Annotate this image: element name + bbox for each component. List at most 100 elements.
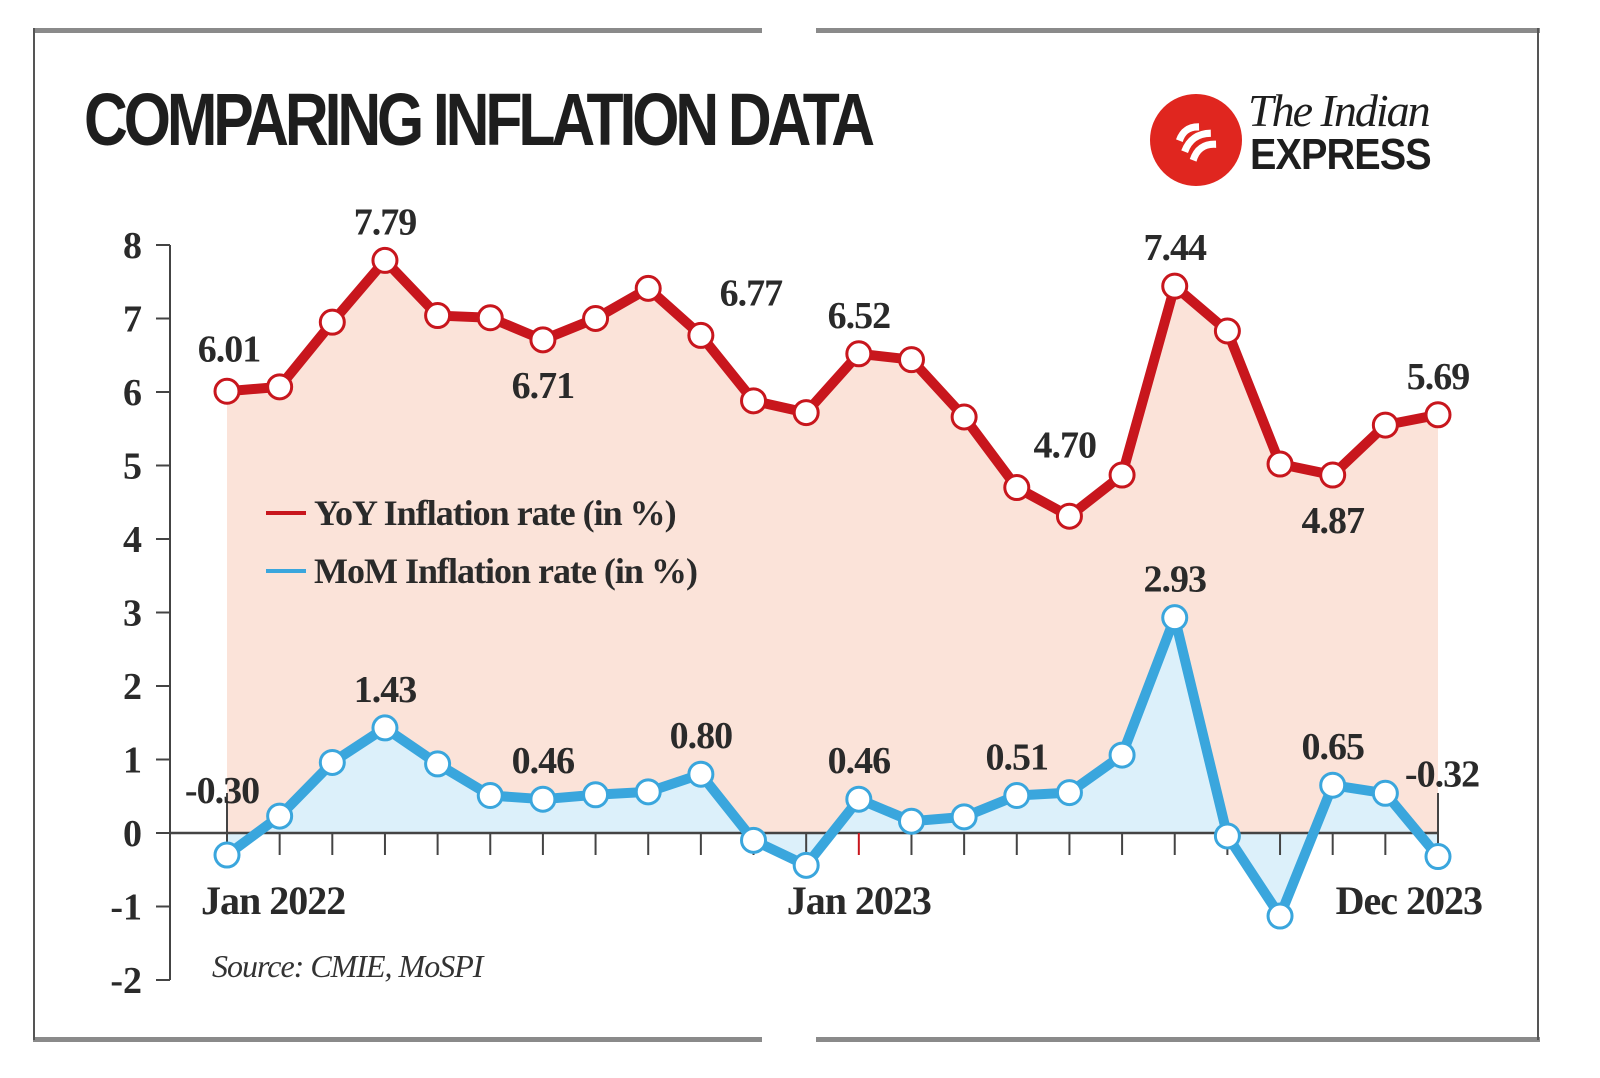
y-tick-label: 0 [123, 813, 142, 855]
legend-label-yoy: YoY Inflation rate (in %) [314, 493, 677, 533]
yoy-point [687, 321, 715, 349]
mom-point [740, 826, 768, 854]
yoy-point [371, 246, 399, 274]
mom-point [371, 714, 399, 742]
logo-stripes-icon [1176, 123, 1217, 162]
brand-logo: The Indian EXPRESS [1150, 85, 1470, 188]
y-tick-label: 5 [123, 446, 142, 488]
label-layer: 6.01 7.79 6.71 6.77 6.52 4.70 7.44 4.87 5.69 -0.3… [185, 201, 1480, 812]
frame-border-top-left [33, 28, 762, 33]
frame-border-right [1537, 28, 1539, 1040]
yoy-point [476, 304, 504, 332]
yoy-point [1003, 474, 1031, 502]
yoy-point [1266, 450, 1294, 478]
yoy-data-label: 6.52 [828, 295, 891, 337]
yoy-data-label: 6.71 [512, 365, 575, 407]
x-tick-label: Jan 2022 [201, 878, 345, 923]
mom-area [227, 617, 1438, 917]
indian-express-logo-icon [1150, 94, 1242, 186]
frame-border-left [33, 28, 35, 1040]
mom-point [1161, 604, 1189, 632]
mom-point [687, 760, 715, 788]
legend-item-mom: MoM Inflation rate (in %) [266, 542, 698, 600]
yoy-point [634, 274, 662, 302]
y-tick-label: 3 [123, 593, 142, 635]
yoy-point [897, 346, 925, 374]
yoy-point [792, 399, 820, 427]
mom-point [897, 807, 925, 835]
yoy-point [1055, 502, 1083, 530]
yoy-point [1213, 317, 1241, 345]
yoy-point [950, 403, 978, 431]
legend-swatch-mom [266, 569, 306, 573]
mom-data-label: -0.30 [185, 770, 259, 812]
yoy-data-label: 7.79 [354, 201, 417, 243]
brand-name-line1: The Indian [1248, 85, 1431, 136]
yoy-point [1319, 461, 1347, 489]
yoy-point [1424, 401, 1452, 429]
yoy-point [1108, 461, 1136, 489]
yoy-data-label: 7.44 [1143, 227, 1207, 269]
mom-data-label: 0.80 [670, 715, 733, 757]
mom-data-label: 1.43 [354, 669, 417, 711]
y-tick-label: -2 [110, 960, 142, 1002]
mom-point [1003, 782, 1031, 810]
frame-border-bottom-left [33, 1037, 762, 1042]
mom-point [1213, 822, 1241, 850]
mom-point [1266, 902, 1294, 930]
mom-point [845, 785, 873, 813]
yoy-data-label: 6.01 [198, 328, 261, 370]
source-note: Source: CMIE, MoSPI [212, 948, 483, 984]
mom-point [266, 802, 294, 830]
yoy-data-label: 4.70 [1034, 425, 1097, 467]
yoy-point [424, 302, 452, 330]
chart-title: COMPARING INFLATION DATA [84, 78, 875, 161]
point-layer [213, 246, 1452, 930]
yoy-area [227, 260, 1438, 833]
yoy-data-label: 4.87 [1301, 500, 1365, 542]
yoy-point [213, 377, 241, 405]
y-tick-label: 1 [123, 740, 142, 782]
y-tick-label: 8 [123, 225, 142, 267]
mom-point [1424, 843, 1452, 871]
mom-point [792, 851, 820, 879]
mom-data-label: 0.51 [986, 737, 1049, 779]
frame-border-top-right [816, 28, 1540, 33]
mom-data-label: 0.65 [1301, 726, 1364, 768]
brand-name-line2: EXPRESS [1250, 130, 1432, 179]
yoy-point [740, 387, 768, 415]
legend-label-mom: MoM Inflation rate (in %) [314, 551, 698, 591]
y-tick-label: 2 [123, 666, 142, 708]
yoy-point [582, 305, 610, 332]
x-tick-label: Jan 2023 [787, 878, 931, 923]
mom-point [1371, 779, 1399, 807]
mom-data-label: -0.32 [1405, 754, 1479, 796]
frame-border-bottom-right [816, 1037, 1540, 1042]
mom-data-label: 0.46 [512, 740, 575, 782]
y-tick-label: -1 [110, 887, 142, 929]
legend-item-yoy: YoY Inflation rate (in %) [266, 484, 697, 542]
mom-point [634, 778, 662, 806]
mom-point [1055, 779, 1083, 807]
yoy-data-label: 6.77 [720, 272, 784, 314]
yoy-point [1371, 411, 1399, 439]
yoy-point [266, 373, 294, 401]
yoy-point [529, 326, 557, 354]
axes-layer: 8 7 6 5 4 3 2 1 0 -1 -2 Jan 2022 Jan 2023 Dec 2023 [110, 225, 1483, 1002]
mom-point [1319, 771, 1347, 799]
y-tick-label: 7 [123, 299, 142, 341]
mom-point [476, 782, 504, 810]
legend-swatch-yoy [266, 511, 306, 515]
mom-point [424, 750, 452, 778]
x-tick-label: Dec 2023 [1336, 878, 1482, 923]
y-tick-label: 6 [123, 372, 142, 414]
mom-data-label: 0.46 [828, 740, 891, 782]
yoy-point [318, 308, 346, 336]
mom-data-label: 2.93 [1143, 559, 1206, 601]
area-layer [227, 260, 1438, 917]
y-tick-label: 4 [123, 519, 142, 561]
mom-point [1108, 741, 1136, 769]
chart-legend: YoY Inflation rate (in %) MoM Inflation … [266, 484, 698, 600]
mom-point [529, 785, 557, 813]
